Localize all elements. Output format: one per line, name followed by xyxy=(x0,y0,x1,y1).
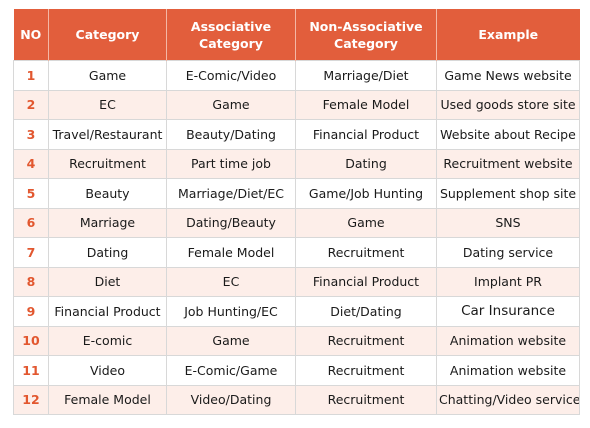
row-example: Supplement shop site xyxy=(436,178,580,209)
row-associative: EC xyxy=(166,266,296,297)
row-category: Beauty xyxy=(48,178,167,209)
table-row: 6 Marriage Dating/Beauty Game SNS xyxy=(13,207,580,238)
row-number: 4 xyxy=(13,148,49,179)
row-example: Chatting/Video service xyxy=(436,384,580,415)
table-row: 12 Female Model Video/Dating Recruitment… xyxy=(13,384,580,415)
row-category: EC xyxy=(48,89,167,120)
row-example: Car Insurance xyxy=(436,296,580,327)
row-associative: E-Comic/Game xyxy=(166,355,296,386)
row-example: Recruitment website xyxy=(436,148,580,179)
header-associative-line1: Associative xyxy=(190,18,272,34)
row-category: Travel/Restaurant xyxy=(48,119,167,150)
row-non-associative: Financial Product xyxy=(295,119,437,150)
row-number: 2 xyxy=(13,89,49,120)
header-example-label: Example xyxy=(478,27,539,42)
row-number: 1 xyxy=(13,60,49,91)
header-non-associative-line1: Non-Associative xyxy=(309,18,423,34)
table-row: 5 Beauty Marriage/Diet/EC Game/Job Hunti… xyxy=(13,178,580,209)
row-example: Animation website xyxy=(436,325,580,356)
row-number: 3 xyxy=(13,119,49,150)
row-number: 9 xyxy=(13,296,49,327)
row-category: Video xyxy=(48,355,167,386)
row-example: Website about Recipe xyxy=(436,119,580,150)
table-row: 11 Video E-Comic/Game Recruitment Animat… xyxy=(13,355,580,386)
row-number: 5 xyxy=(13,178,49,209)
row-non-associative: Marriage/Diet xyxy=(295,60,437,91)
row-associative: Game xyxy=(166,89,296,120)
row-associative: E-Comic/Video xyxy=(166,60,296,91)
table-row: 10 E-comic Game Recruitment Animation we… xyxy=(13,325,580,356)
row-category: Recruitment xyxy=(48,148,167,179)
row-associative: Female Model xyxy=(166,237,296,268)
table-body: 1 Game E-Comic/Video Marriage/Diet Game … xyxy=(13,60,580,415)
header-non-associative-line2: Category xyxy=(334,35,398,51)
row-example: Game News website xyxy=(436,60,580,91)
header-no: NO xyxy=(13,9,49,61)
row-number: 11 xyxy=(13,355,49,386)
table-row: 2 EC Game Female Model Used goods store … xyxy=(13,89,580,120)
row-non-associative: Recruitment xyxy=(295,325,437,356)
header-non-associative-category: Non-Associative Category xyxy=(295,9,437,61)
category-table-container: NO Category Associative Category Non-Ass… xyxy=(13,9,580,415)
table-row: 8 Diet EC Financial Product Implant PR xyxy=(13,266,580,297)
table-row: 9 Financial Product Job Hunting/EC Diet/… xyxy=(13,296,580,327)
row-category: Marriage xyxy=(48,207,167,238)
row-non-associative: Female Model xyxy=(295,89,437,120)
table-row: 3 Travel/Restaurant Beauty/Dating Financ… xyxy=(13,119,580,150)
row-non-associative: Diet/Dating xyxy=(295,296,437,327)
row-example: Used goods store site xyxy=(436,89,580,120)
row-number: 8 xyxy=(13,266,49,297)
row-associative: Dating/Beauty xyxy=(166,207,296,238)
row-associative: Part time job xyxy=(166,148,296,179)
row-category: Diet xyxy=(48,266,167,297)
row-non-associative: Recruitment xyxy=(295,384,437,415)
table-row: 1 Game E-Comic/Video Marriage/Diet Game … xyxy=(13,60,580,91)
row-associative: Video/Dating xyxy=(166,384,296,415)
row-example: SNS xyxy=(436,207,580,238)
row-non-associative: Game/Job Hunting xyxy=(295,178,437,209)
row-associative: Marriage/Diet/EC xyxy=(166,178,296,209)
row-example: Animation website xyxy=(436,355,580,386)
header-associative-category: Associative Category xyxy=(166,9,296,61)
row-non-associative: Dating xyxy=(295,148,437,179)
row-category: Dating xyxy=(48,237,167,268)
row-category: Game xyxy=(48,60,167,91)
row-example: Dating service xyxy=(436,237,580,268)
row-number: 6 xyxy=(13,207,49,238)
header-category-label: Category xyxy=(75,27,140,42)
row-non-associative: Financial Product xyxy=(295,266,437,297)
row-associative: Job Hunting/EC xyxy=(166,296,296,327)
table-header-row: NO Category Associative Category Non-Ass… xyxy=(13,9,580,61)
row-non-associative: Recruitment xyxy=(295,237,437,268)
row-associative: Beauty/Dating xyxy=(166,119,296,150)
row-example: Implant PR xyxy=(436,266,580,297)
row-associative: Game xyxy=(166,325,296,356)
row-category: Financial Product xyxy=(48,296,167,327)
header-category: Category xyxy=(48,9,167,61)
header-associative-line2: Category xyxy=(199,35,263,51)
row-number: 10 xyxy=(13,325,49,356)
row-non-associative: Game xyxy=(295,207,437,238)
row-number: 12 xyxy=(13,384,49,415)
header-example: Example xyxy=(436,9,580,61)
row-category: Female Model xyxy=(48,384,167,415)
table-row: 7 Dating Female Model Recruitment Dating… xyxy=(13,237,580,268)
row-category: E-comic xyxy=(48,325,167,356)
row-number: 7 xyxy=(13,237,49,268)
row-non-associative: Recruitment xyxy=(295,355,437,386)
category-table: NO Category Associative Category Non-Ass… xyxy=(13,9,580,415)
header-no-label: NO xyxy=(20,27,42,42)
table-row: 4 Recruitment Part time job Dating Recru… xyxy=(13,148,580,179)
